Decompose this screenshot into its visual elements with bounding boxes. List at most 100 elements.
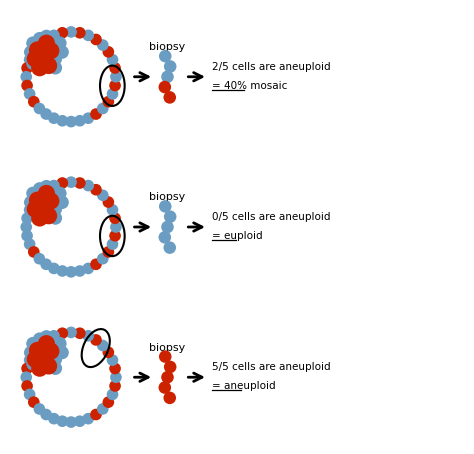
Circle shape — [82, 180, 94, 192]
Circle shape — [27, 50, 44, 67]
Circle shape — [74, 265, 86, 277]
Circle shape — [40, 108, 52, 120]
Circle shape — [74, 115, 86, 127]
Circle shape — [82, 413, 94, 424]
Circle shape — [24, 54, 36, 65]
Circle shape — [109, 230, 121, 242]
Circle shape — [90, 409, 102, 420]
Circle shape — [159, 50, 172, 62]
Circle shape — [65, 116, 77, 128]
Circle shape — [82, 30, 94, 41]
Circle shape — [164, 360, 176, 373]
Circle shape — [40, 207, 57, 224]
Circle shape — [20, 71, 32, 83]
Circle shape — [40, 180, 53, 193]
Circle shape — [102, 46, 114, 58]
Circle shape — [110, 71, 122, 83]
Circle shape — [55, 346, 69, 359]
Circle shape — [56, 115, 68, 127]
Circle shape — [28, 46, 40, 58]
Circle shape — [48, 113, 60, 124]
Circle shape — [55, 45, 69, 59]
Circle shape — [34, 103, 45, 114]
Circle shape — [38, 185, 55, 202]
Circle shape — [29, 192, 46, 209]
Circle shape — [42, 192, 59, 209]
Circle shape — [21, 363, 33, 374]
Circle shape — [20, 221, 32, 233]
Circle shape — [90, 34, 102, 45]
Circle shape — [33, 332, 46, 346]
Circle shape — [102, 396, 114, 408]
Circle shape — [31, 209, 48, 227]
Circle shape — [109, 212, 121, 224]
Circle shape — [65, 266, 77, 278]
Circle shape — [40, 409, 52, 420]
Circle shape — [56, 415, 68, 427]
Circle shape — [21, 62, 33, 74]
Circle shape — [40, 258, 52, 270]
Circle shape — [26, 357, 40, 370]
Circle shape — [48, 262, 60, 274]
Circle shape — [24, 354, 36, 366]
Circle shape — [53, 36, 66, 50]
Circle shape — [102, 346, 114, 358]
Circle shape — [48, 180, 60, 192]
Circle shape — [102, 96, 114, 108]
Circle shape — [42, 42, 59, 59]
Circle shape — [90, 108, 102, 120]
Circle shape — [97, 253, 109, 265]
Circle shape — [34, 39, 45, 51]
Circle shape — [24, 389, 36, 400]
Circle shape — [90, 184, 102, 196]
Circle shape — [24, 346, 37, 359]
Circle shape — [27, 351, 44, 368]
Text: 5/5 cells are aneuploid: 5/5 cells are aneuploid — [212, 362, 331, 372]
Circle shape — [74, 27, 86, 39]
Circle shape — [107, 54, 118, 65]
Circle shape — [90, 334, 102, 346]
Circle shape — [48, 330, 60, 341]
Circle shape — [26, 187, 40, 200]
Circle shape — [33, 32, 46, 45]
Circle shape — [38, 35, 55, 52]
Text: 0/5 cells are aneuploid: 0/5 cells are aneuploid — [212, 212, 331, 222]
Circle shape — [107, 389, 118, 400]
Circle shape — [110, 371, 122, 383]
Circle shape — [158, 81, 171, 94]
Circle shape — [161, 371, 174, 384]
Circle shape — [158, 231, 171, 244]
Circle shape — [28, 196, 40, 208]
Circle shape — [48, 413, 60, 424]
Circle shape — [49, 361, 62, 375]
Circle shape — [40, 57, 57, 74]
Circle shape — [102, 196, 114, 208]
Circle shape — [109, 380, 121, 392]
Circle shape — [53, 337, 66, 350]
Circle shape — [65, 326, 77, 338]
Circle shape — [159, 200, 172, 212]
Circle shape — [164, 210, 176, 223]
Circle shape — [34, 403, 45, 415]
Circle shape — [74, 415, 86, 427]
Circle shape — [36, 340, 53, 356]
Circle shape — [97, 340, 109, 351]
Circle shape — [36, 189, 53, 207]
Circle shape — [21, 230, 33, 242]
Circle shape — [164, 392, 176, 404]
Circle shape — [26, 337, 40, 350]
Circle shape — [82, 330, 94, 341]
Circle shape — [33, 50, 50, 67]
Circle shape — [46, 34, 60, 48]
Circle shape — [40, 34, 52, 45]
Circle shape — [109, 62, 121, 74]
Circle shape — [46, 335, 60, 348]
Circle shape — [28, 246, 40, 258]
Circle shape — [33, 201, 50, 217]
Circle shape — [49, 211, 62, 225]
Circle shape — [109, 80, 121, 91]
Circle shape — [97, 39, 109, 51]
Text: = euploid: = euploid — [212, 231, 263, 241]
Circle shape — [34, 189, 45, 201]
Circle shape — [20, 371, 32, 383]
